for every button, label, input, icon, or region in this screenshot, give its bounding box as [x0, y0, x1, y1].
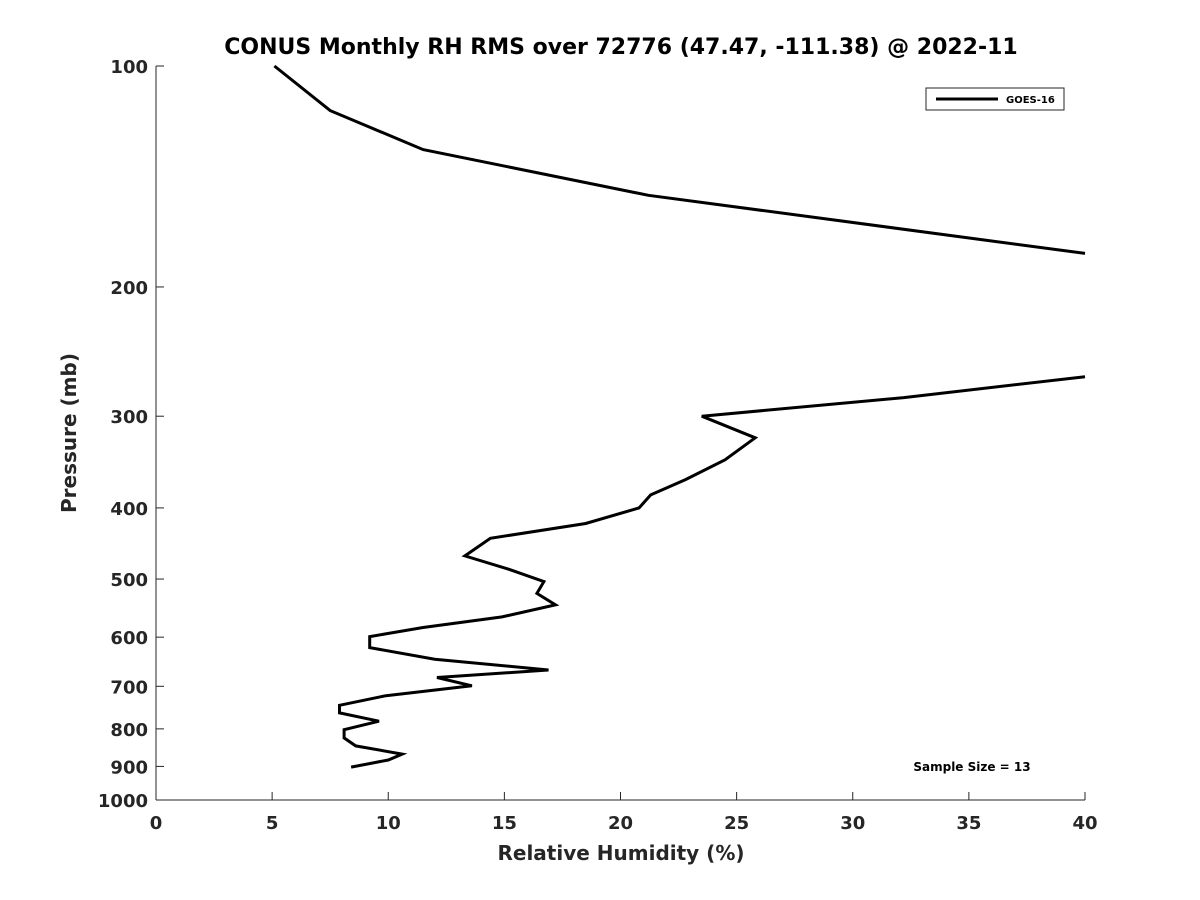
y-axis-label: Pressure (mb) — [57, 353, 81, 513]
sample-size-annotation: Sample Size = 13 — [913, 760, 1030, 774]
series-line-goes-16 — [338, 375, 1086, 769]
legend-label-goes-16: GOES-16 — [1006, 95, 1055, 106]
x-tick-label: 40 — [1072, 813, 1097, 834]
y-tick-label: 1000 — [98, 791, 148, 812]
x-tick-label: 30 — [840, 813, 865, 834]
series-line-goes-16 — [273, 64, 1086, 255]
x-tick-label: 5 — [266, 813, 279, 834]
y-tick-label: 400 — [110, 499, 148, 520]
legend: GOES-16 — [925, 87, 1065, 111]
x-ticks: 0 5 10 15 20 25 30 35 40 — [150, 792, 1098, 834]
y-tick-label: 900 — [110, 757, 148, 778]
y-ticks: 100 200 300 400 500 600 700 800 900 1000 — [98, 57, 164, 812]
chart-title: CONUS Monthly RH RMS over 72776 (47.47, … — [224, 35, 1017, 60]
x-tick-label: 35 — [956, 813, 981, 834]
x-tick-label: 20 — [608, 813, 633, 834]
x-tick-label: 15 — [492, 813, 517, 834]
x-axis-label: Relative Humidity (%) — [497, 841, 744, 865]
x-tick-label: 25 — [724, 813, 749, 834]
plot-axes — [155, 66, 1085, 801]
y-tick-label: 800 — [110, 720, 148, 741]
y-tick-label: 100 — [110, 57, 148, 78]
y-tick-label: 300 — [110, 407, 148, 428]
y-tick-label: 700 — [110, 677, 148, 698]
y-tick-label: 200 — [110, 278, 148, 299]
x-tick-label: 10 — [376, 813, 401, 834]
x-tick-label: 0 — [150, 813, 163, 834]
series-layer — [273, 64, 1086, 769]
y-tick-label: 500 — [110, 570, 148, 591]
y-tick-label: 600 — [110, 628, 148, 649]
